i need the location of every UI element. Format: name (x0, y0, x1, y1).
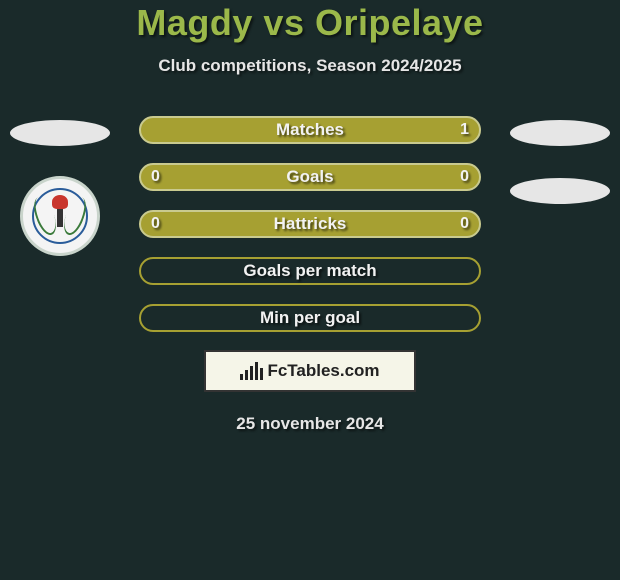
stat-row-goals-per-match: Goals per match (139, 257, 481, 285)
stat-value-right: 0 (460, 168, 469, 186)
torch-icon (57, 205, 63, 227)
watermark: FcTables.com (204, 350, 416, 392)
stat-label: Min per goal (260, 308, 360, 328)
player-photo-placeholder (510, 178, 610, 204)
stat-row-min-per-goal: Min per goal (139, 304, 481, 332)
stat-row-hattricks: 0 Hattricks 0 (139, 210, 481, 238)
bar (250, 366, 253, 380)
bar-chart-icon (240, 362, 263, 380)
player-photo-placeholder (10, 120, 110, 146)
stat-label: Hattricks (274, 214, 347, 234)
stat-row-goals: 0 Goals 0 (139, 163, 481, 191)
bar (245, 370, 248, 380)
club-badge (20, 176, 100, 256)
stat-label: Goals per match (243, 261, 376, 281)
watermark-text: FcTables.com (267, 361, 379, 381)
bar (240, 374, 243, 380)
stat-value-left: 0 (151, 215, 160, 233)
player-photo-placeholder (510, 120, 610, 146)
stat-value-left: 0 (151, 168, 160, 186)
stat-value-right: 1 (460, 121, 469, 139)
player-right-ovals (510, 120, 610, 204)
page-title: Magdy vs Oripelaye (136, 2, 483, 44)
badge-inner (32, 188, 88, 244)
bar (260, 368, 263, 380)
bar (255, 362, 258, 380)
stat-label: Matches (276, 120, 344, 140)
stat-row-matches: Matches 1 (139, 116, 481, 144)
subtitle: Club competitions, Season 2024/2025 (158, 56, 461, 76)
player-left-ovals (10, 120, 110, 146)
stat-value-right: 0 (460, 215, 469, 233)
date-label: 25 november 2024 (236, 414, 383, 434)
stat-label: Goals (286, 167, 333, 187)
